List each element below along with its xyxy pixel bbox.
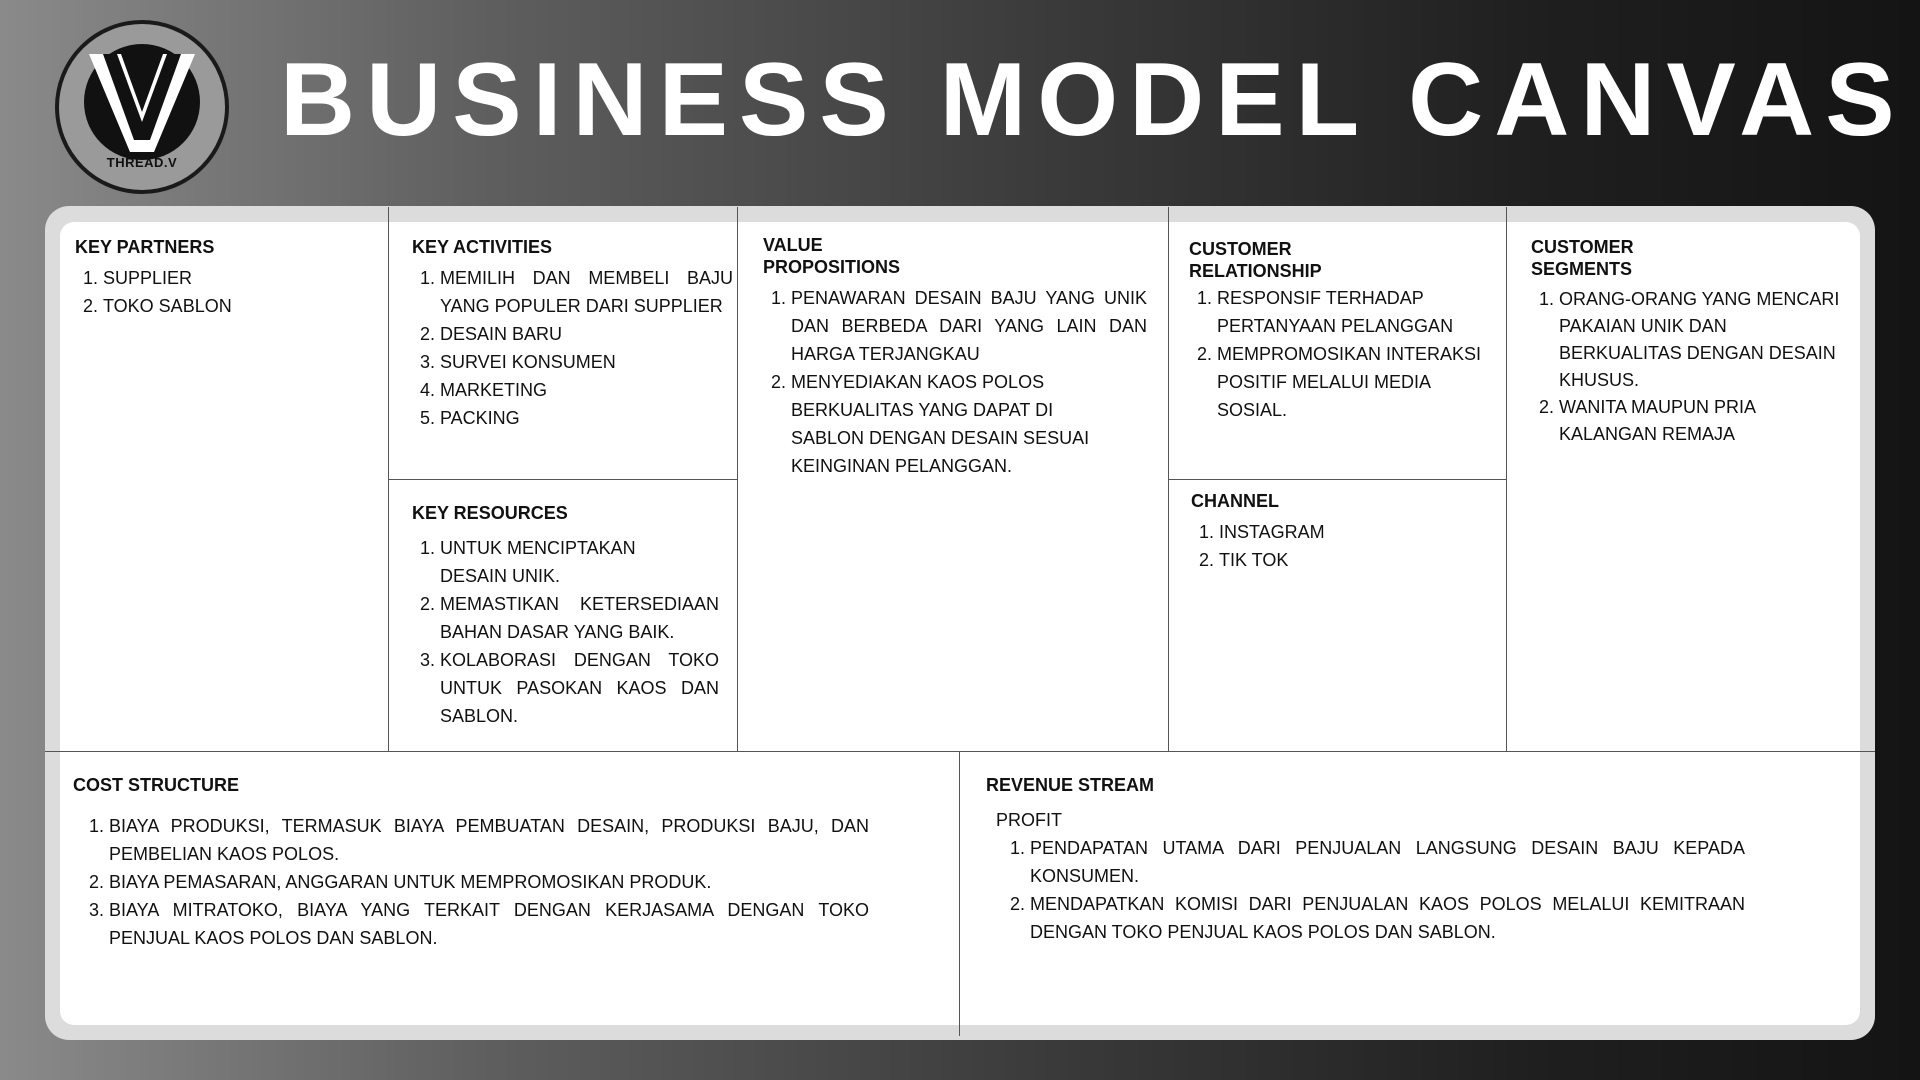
value-propositions-section: VALUE PROPOSITIONS PENAWARAN DESAIN BAJU… bbox=[763, 234, 1147, 480]
key-resources-section: KEY RESOURCES UNTUK MENCIPTAKAN DESAIN U… bbox=[412, 502, 719, 730]
cost-structure-section: COST STRUCTURE BIAYA PRODUKSI, TERMASUK … bbox=[73, 774, 869, 952]
list-item: WANITA MAUPUN PRIA KALANGAN REMAJA bbox=[1559, 394, 1789, 448]
list-item: MARKETING bbox=[440, 376, 733, 404]
divider bbox=[737, 207, 738, 752]
section-heading: SEGMENTS bbox=[1531, 259, 1633, 279]
section-heading: CUSTOMER bbox=[1531, 237, 1634, 257]
section-heading: VALUE bbox=[763, 235, 823, 255]
value-propositions-list: PENAWARAN DESAIN BAJU YANG UNIK DAN BERB… bbox=[763, 284, 1147, 480]
customer-segments-section: CUSTOMER SEGMENTS ORANG-ORANG YANG MENCA… bbox=[1531, 236, 1851, 448]
list-item: BIAYA MITRATOKO, BIAYA YANG TERKAIT DENG… bbox=[109, 896, 869, 952]
customer-relationship-list: RESPONSIF TERHADAP PERTANYAAN PELANGGAN … bbox=[1189, 284, 1494, 424]
list-item: MEMASTIKAN KETERSEDIAAN BAHAN DASAR YANG… bbox=[440, 590, 719, 646]
list-item: MENYEDIAKAN KAOS POLOS BERKUALITAS YANG … bbox=[791, 368, 1111, 480]
list-item: DESAIN BARU bbox=[440, 320, 733, 348]
list-item: MENDAPATKAN KOMISI DARI PENJUALAN KAOS P… bbox=[1030, 890, 1745, 946]
section-heading: KEY ACTIVITIES bbox=[412, 237, 553, 257]
page-title: BUSINESS MODEL CANVAS bbox=[280, 42, 1906, 158]
key-activities-list: MEMILIH DAN MEMBELI BAJU YANG POPULER DA… bbox=[412, 264, 733, 432]
divider bbox=[959, 751, 960, 1036]
section-heading: KEY RESOURCES bbox=[412, 503, 568, 523]
customer-segments-list: ORANG-ORANG YANG MENCARI PAKAIAN UNIK DA… bbox=[1531, 286, 1851, 448]
list-item: PENDAPATAN UTAMA DARI PENJUALAN LANGSUNG… bbox=[1030, 834, 1745, 890]
revenue-intro: PROFIT bbox=[996, 810, 1062, 830]
key-activities-section: KEY ACTIVITIES MEMILIH DAN MEMBELI BAJU … bbox=[412, 236, 733, 432]
section-heading: KEY PARTNERS bbox=[75, 237, 215, 257]
divider bbox=[45, 751, 1875, 752]
list-item: BIAYA PEMASARAN, ANGGARAN UNTUK MEMPROMO… bbox=[109, 868, 869, 896]
list-item: PACKING bbox=[440, 404, 733, 432]
key-resources-list: UNTUK MENCIPTAKAN DESAIN UNIK. MEMASTIKA… bbox=[412, 534, 719, 730]
divider bbox=[1506, 207, 1507, 752]
divider bbox=[388, 479, 737, 480]
list-item: KOLABORASI DENGAN TOKO UNTUK PASOKAN KAO… bbox=[440, 646, 719, 730]
section-heading: PROPOSITIONS bbox=[763, 257, 901, 277]
key-partners-list: SUPPLIER TOKO SABLON bbox=[75, 264, 375, 320]
list-item: MEMILIH DAN MEMBELI BAJU YANG POPULER DA… bbox=[440, 264, 733, 320]
list-item: PENAWARAN DESAIN BAJU YANG UNIK DAN BERB… bbox=[791, 284, 1147, 368]
list-item: SUPPLIER bbox=[103, 264, 375, 292]
section-heading: RELATIONSHIP bbox=[1189, 261, 1322, 281]
revenue-stream-section: REVENUE STREAM PROFIT PENDAPATAN UTAMA D… bbox=[986, 774, 1746, 946]
channel-section: CHANNEL INSTAGRAM TIK TOK bbox=[1191, 490, 1491, 574]
list-item: TIK TOK bbox=[1219, 546, 1491, 574]
canvas-board bbox=[60, 222, 1860, 1025]
section-heading: COST STRUCTURE bbox=[73, 775, 239, 795]
channel-list: INSTAGRAM TIK TOK bbox=[1191, 518, 1491, 574]
list-item: ORANG-ORANG YANG MENCARI PAKAIAN UNIK DA… bbox=[1559, 286, 1849, 394]
v-logo-icon bbox=[84, 44, 200, 160]
logo-text: THREAD.V bbox=[106, 155, 178, 170]
list-item: RESPONSIF TERHADAP PERTANYAAN PELANGGAN bbox=[1217, 284, 1467, 340]
list-item: TOKO SABLON bbox=[103, 292, 375, 320]
customer-relationship-section: CUSTOMER RELATIONSHIP RESPONSIF TERHADAP… bbox=[1189, 238, 1494, 424]
list-item: SURVEI KONSUMEN bbox=[440, 348, 733, 376]
list-item: BIAYA PRODUKSI, TERMASUK BIAYA PEMBUATAN… bbox=[109, 812, 869, 868]
cost-structure-list: BIAYA PRODUKSI, TERMASUK BIAYA PEMBUATAN… bbox=[75, 812, 869, 952]
list-item: MEMPROMOSIKAN INTERAKSI POSITIF MELALUI … bbox=[1217, 340, 1501, 424]
brand-logo: THREAD.V bbox=[55, 20, 229, 194]
revenue-stream-list: PENDAPATAN UTAMA DARI PENJUALAN LANGSUNG… bbox=[986, 834, 1745, 946]
list-item: UNTUK MENCIPTAKAN DESAIN UNIK. bbox=[440, 534, 655, 590]
divider bbox=[1168, 479, 1506, 480]
section-heading: REVENUE STREAM bbox=[986, 775, 1155, 795]
section-heading: CHANNEL bbox=[1191, 491, 1279, 511]
list-item: INSTAGRAM bbox=[1219, 518, 1491, 546]
section-heading: CUSTOMER bbox=[1189, 239, 1292, 259]
key-partners-section: KEY PARTNERS SUPPLIER TOKO SABLON bbox=[75, 236, 375, 320]
